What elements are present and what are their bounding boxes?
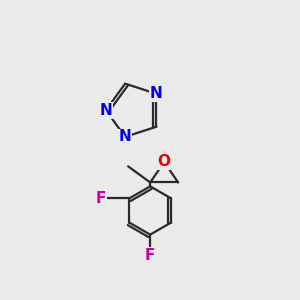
- Text: N: N: [150, 86, 163, 101]
- Text: F: F: [145, 248, 155, 263]
- Text: N: N: [119, 129, 131, 144]
- Text: O: O: [158, 154, 171, 169]
- Text: N: N: [100, 103, 112, 118]
- Text: F: F: [96, 191, 106, 206]
